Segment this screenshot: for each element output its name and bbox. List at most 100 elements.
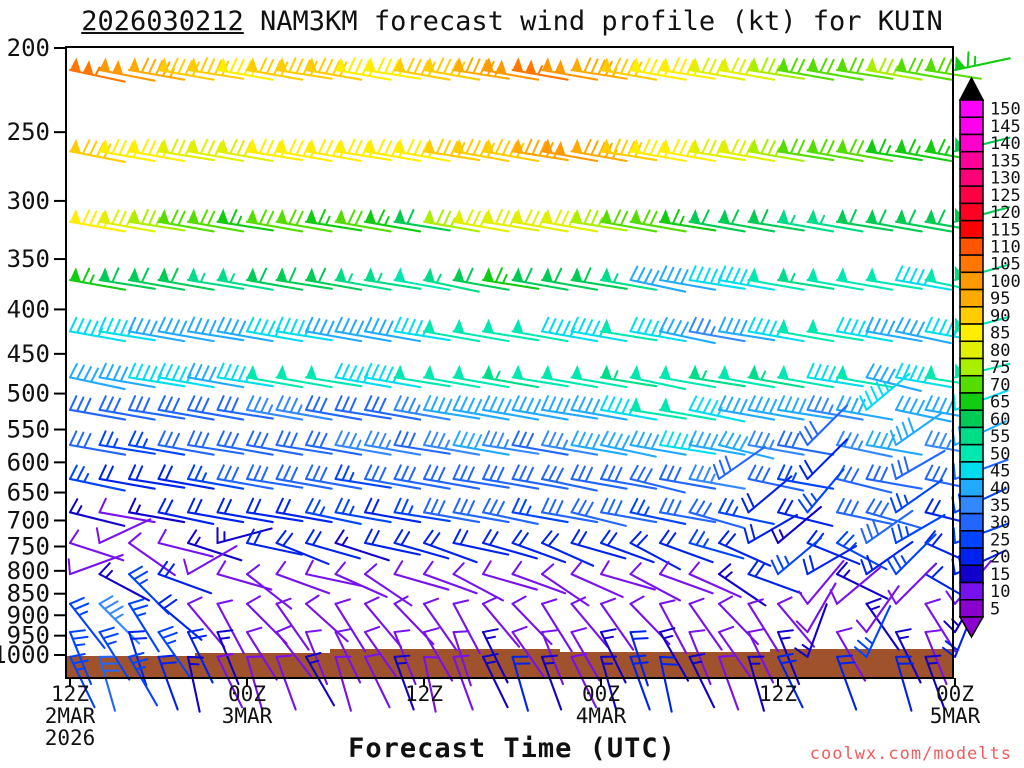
- y-tick-label: 600: [7, 448, 50, 476]
- y-tick-label: 450: [7, 340, 50, 368]
- wind-barb: [68, 267, 127, 291]
- wind-barb: [452, 430, 510, 456]
- wind-barb: [245, 430, 304, 456]
- colorbar-box: [959, 168, 984, 187]
- wind-barb: [570, 464, 628, 490]
- wind-barb: [157, 395, 215, 421]
- wind-barb: [860, 540, 914, 576]
- wind-barb: [334, 561, 388, 598]
- wind-barb: [216, 208, 274, 232]
- wind-barb: [98, 57, 156, 82]
- wind-barb: [98, 655, 120, 712]
- wind-barb: [393, 654, 415, 711]
- wind-barb: [127, 395, 186, 420]
- wind-barb: [865, 316, 923, 343]
- wind-barb: [865, 267, 923, 290]
- wind-barb: [570, 627, 601, 682]
- y-tick-label: 400: [7, 295, 50, 323]
- wind-barb: [363, 267, 422, 290]
- colorbar-label: 130: [990, 169, 1021, 189]
- wind-barb: [334, 655, 352, 712]
- wind-barb: [422, 364, 481, 389]
- wind-barb: [334, 430, 392, 456]
- wind-barb: [275, 560, 331, 595]
- colorbar-label: 100: [990, 272, 1021, 292]
- wind-barb: [658, 599, 688, 655]
- wind-barb: [481, 208, 540, 232]
- colorbar-box: [959, 185, 984, 205]
- wind-barb: [770, 537, 822, 576]
- wind-barb: [629, 364, 687, 391]
- y-tick-label: 700: [7, 506, 50, 534]
- wind-barb: [68, 596, 106, 649]
- wind-barb: [799, 404, 849, 447]
- wind-barb: [481, 267, 540, 290]
- wind-barb: [127, 138, 186, 163]
- wind-barb: [658, 317, 716, 345]
- wind-barb: [393, 395, 451, 421]
- wind-barb: [216, 362, 274, 388]
- wind-barb: [747, 364, 805, 389]
- colorbar-label: 115: [990, 220, 1021, 240]
- wind-barb: [776, 596, 816, 648]
- colorbar-label: 45: [990, 462, 1010, 482]
- colorbar-box: [959, 409, 984, 429]
- x-tick-year: 2026: [45, 726, 96, 750]
- wind-barb: [688, 464, 746, 490]
- wind-barb: [481, 596, 521, 648]
- wind-barb: [776, 653, 804, 709]
- x-tick-date: 2MAR: [45, 704, 96, 728]
- wind-barb: [422, 529, 478, 564]
- wind-barb: [776, 209, 835, 233]
- wind-barb: [422, 560, 478, 595]
- wind-barb: [629, 57, 687, 81]
- wind-barb: [481, 57, 540, 81]
- wind-barb: [275, 395, 333, 421]
- wind-barb: [770, 505, 822, 545]
- wind-barb: [570, 395, 628, 421]
- wind-barb: [629, 630, 649, 687]
- wind-barb: [717, 625, 753, 679]
- wind-barb: [186, 596, 226, 648]
- wind-barb: [363, 395, 422, 421]
- wind-barb: [481, 628, 509, 684]
- wind-barb: [540, 209, 599, 233]
- colorbar-label: 75: [990, 358, 1010, 378]
- wind-barb: [186, 267, 245, 290]
- wind-barb: [712, 445, 766, 480]
- wind-barb: [658, 397, 717, 421]
- wind-barb: [743, 513, 799, 545]
- wind-barb: [658, 655, 678, 713]
- wind-barb: [776, 318, 835, 343]
- wind-barb: [741, 475, 793, 514]
- wind-barb: [275, 597, 310, 651]
- wind-barb: [452, 654, 474, 711]
- wind-barb: [186, 395, 245, 421]
- wind-barb: [334, 395, 392, 420]
- wind-barb: [599, 364, 658, 388]
- wind-barb: [186, 138, 245, 163]
- colorbar-box: [959, 202, 984, 222]
- wind-barb: [797, 468, 845, 514]
- wind-barb: [511, 57, 569, 81]
- wind-barb: [127, 598, 160, 653]
- wind-barb: [186, 362, 245, 389]
- wind-barb: [127, 316, 186, 343]
- colorbar-label: 90: [990, 306, 1010, 326]
- colorbar-label: 70: [990, 375, 1010, 395]
- wind-barb: [304, 529, 361, 560]
- wind-barb: [865, 597, 900, 651]
- colorbar-box: [959, 461, 984, 480]
- wind-barb: [68, 464, 126, 492]
- wind-barb: [570, 498, 627, 527]
- wind-barb: [216, 629, 240, 686]
- wind-barb: [127, 208, 186, 232]
- wind-barb: [127, 630, 148, 687]
- wind-barb: [799, 438, 849, 480]
- colorbar-label: 10: [990, 582, 1010, 602]
- wind-barb: [68, 430, 127, 456]
- wind-barb: [688, 138, 746, 162]
- wind-barb: [747, 57, 805, 80]
- wind-barb: [540, 138, 599, 163]
- colorbar-label: 35: [990, 496, 1010, 516]
